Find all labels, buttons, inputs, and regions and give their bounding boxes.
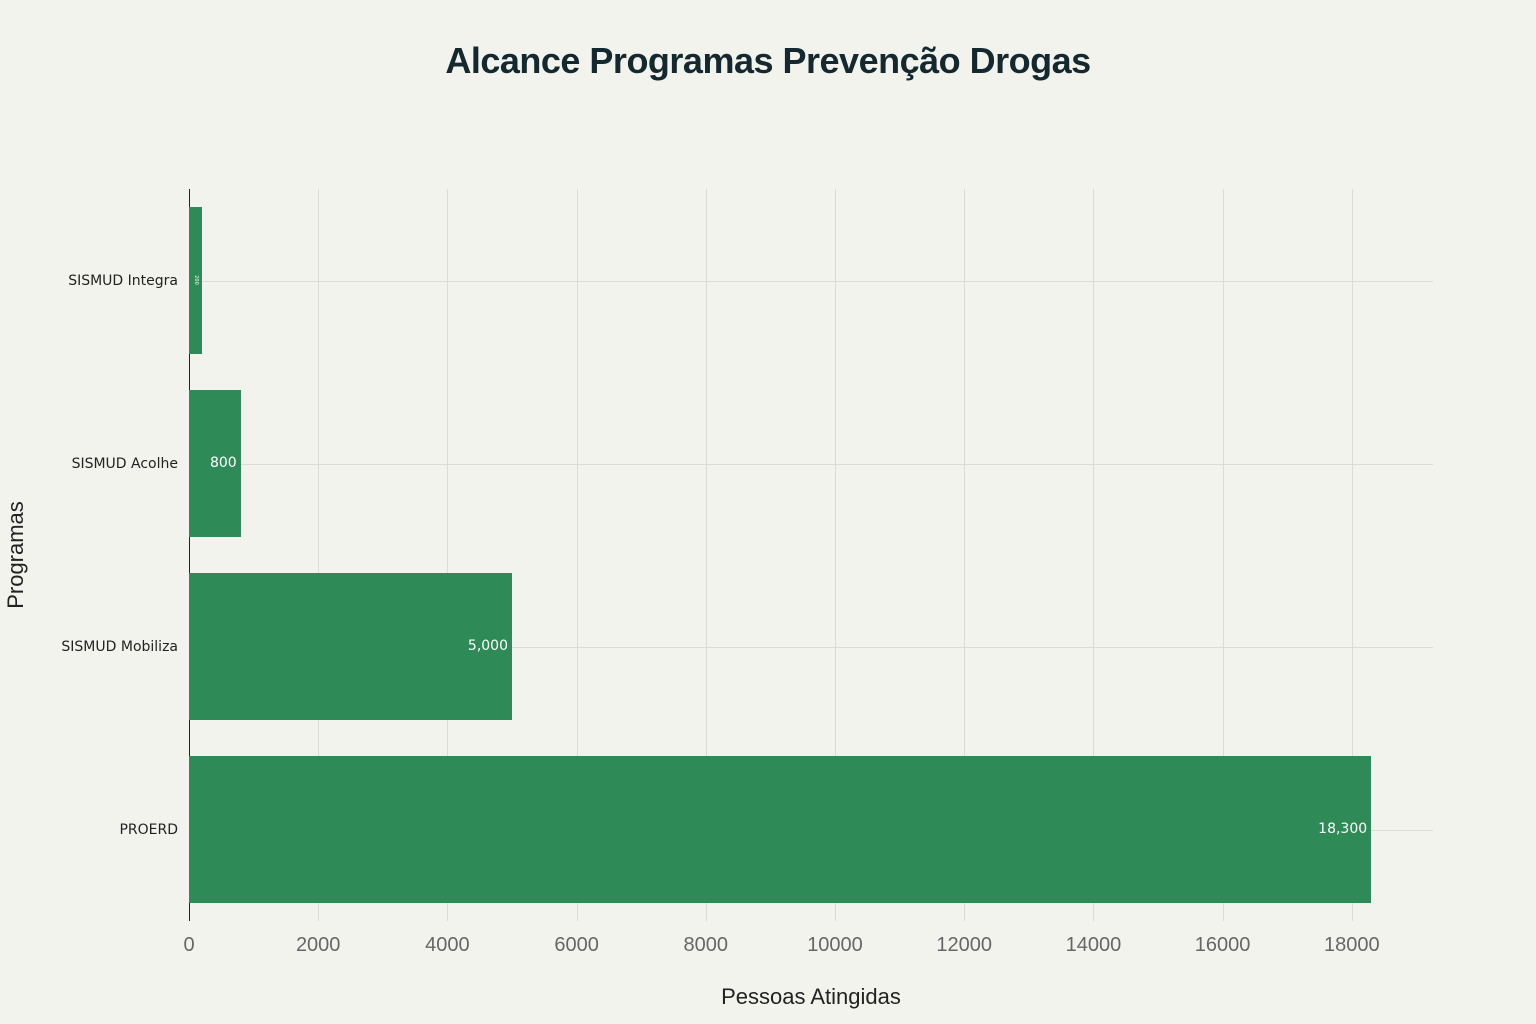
x-tick-label: 14000	[1065, 934, 1122, 956]
vertical-gridline	[1222, 189, 1224, 921]
vertical-gridline	[705, 189, 707, 921]
y-category-label: SISMUD Integra	[68, 272, 178, 289]
horizontal-gridline	[189, 280, 1433, 282]
y-axis-line	[189, 189, 190, 921]
y-category-label: SISMUD Mobiliza	[61, 638, 178, 655]
x-tick-label: 12000	[936, 934, 992, 956]
x-tick-label: 6000	[554, 934, 599, 956]
x-tick-label: 8000	[683, 934, 729, 956]
x-tick-label: 18000	[1323, 934, 1380, 956]
bar-value-label: 18,300	[1318, 821, 1368, 838]
x-tick-label: 4000	[425, 934, 470, 956]
vertical-gridline	[964, 189, 966, 921]
horizontal-gridline	[189, 646, 1433, 648]
bar-value-label: 5,000	[467, 638, 508, 655]
y-category-label: PROERD	[119, 821, 178, 838]
vertical-gridline	[447, 189, 449, 921]
vertical-gridline	[1351, 189, 1353, 921]
bar[interactable]: 5,000	[189, 573, 512, 720]
y-category-label: SISMUD Acolhe	[71, 455, 178, 472]
x-tick-label: 10000	[807, 934, 863, 956]
chart-title: Alcance Programas Prevenção Drogas	[445, 40, 1091, 81]
y-axis-label: Programas	[3, 501, 28, 609]
bar[interactable]: 800	[189, 390, 241, 537]
x-tick-label: 0	[183, 934, 195, 956]
plot-area: 200 800 5,000 18,300	[189, 189, 1433, 921]
bar-value-label: 200	[192, 275, 199, 286]
bar[interactable]: 18,300	[189, 756, 1372, 903]
vertical-gridline	[1093, 189, 1095, 921]
vertical-gridline	[835, 189, 836, 921]
x-axis-label: Pessoas Atingidas	[721, 984, 901, 1009]
bar-value-label: 800	[209, 455, 237, 472]
x-tick-label: 2000	[295, 934, 341, 956]
vertical-gridline	[318, 189, 320, 921]
vertical-gridline	[576, 189, 578, 921]
horizontal-gridline	[189, 463, 1433, 465]
x-tick-label: 16000	[1194, 934, 1251, 956]
bar[interactable]: 200	[189, 207, 202, 354]
